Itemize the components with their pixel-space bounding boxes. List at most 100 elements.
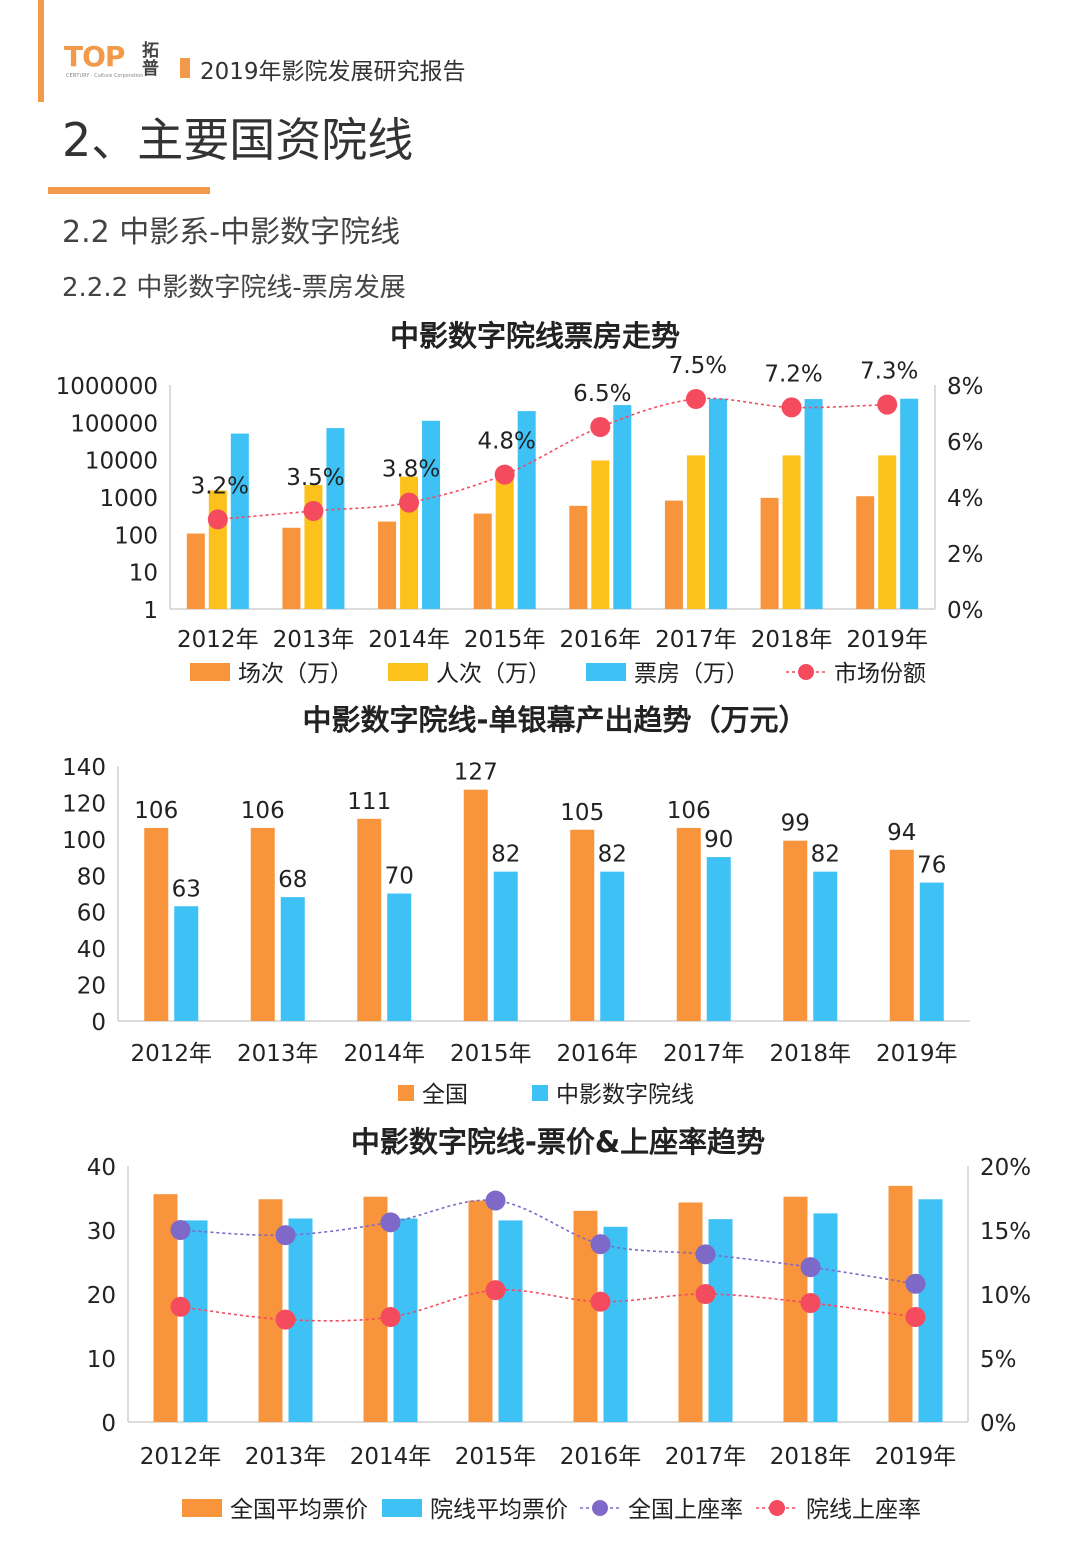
- bar: [517, 411, 536, 609]
- bar-data-label: 76: [917, 853, 946, 879]
- bar: [919, 882, 944, 1021]
- series-line: [217, 397, 888, 521]
- bar-data-label: 106: [134, 798, 178, 824]
- legend-label: 院线平均票价: [430, 1497, 568, 1523]
- y2-tick-label: 10%: [980, 1283, 1031, 1309]
- line-data-label: 3.2%: [191, 473, 249, 499]
- bar: [230, 433, 249, 609]
- x-tick-label: 2014年: [343, 1041, 425, 1067]
- y2-tick-label: 15%: [980, 1219, 1031, 1245]
- x-tick-label: 2016年: [560, 627, 642, 653]
- line-point: [275, 1309, 296, 1330]
- bar: [600, 871, 625, 1021]
- y-tick-label: 100000: [70, 411, 158, 437]
- legend-label: 票房（万）: [634, 661, 749, 687]
- title-underline: [48, 187, 210, 194]
- y-tick-label: 20: [77, 974, 106, 1000]
- bar: [208, 490, 227, 609]
- legend-label: 全国: [422, 1082, 468, 1108]
- bar: [708, 398, 727, 609]
- x-tick-label: 2012年: [130, 1041, 212, 1067]
- legend-label: 场次（万）: [238, 661, 353, 687]
- bar-data-label: 111: [347, 789, 391, 815]
- bar-data-label: 82: [811, 842, 840, 868]
- legend-dot-swatch: [769, 1500, 785, 1516]
- legend-swatch: [182, 1499, 222, 1517]
- header-accent-bar: [38, 0, 44, 102]
- bar: [473, 513, 492, 609]
- subsection-subtitle: 2.2.2 中影数字院线-票房发展: [62, 273, 406, 303]
- bar: [678, 1202, 703, 1422]
- chart-title: 中影数字院线票房走势: [390, 319, 680, 353]
- bar: [174, 906, 199, 1021]
- y-tick-label: 1000000: [56, 374, 158, 400]
- bar: [378, 521, 397, 609]
- x-tick-label: 2017年: [663, 1041, 745, 1067]
- bar-data-label: 82: [598, 842, 627, 868]
- x-tick-label: 2017年: [665, 1444, 747, 1470]
- y2-tick-label: 6%: [947, 430, 984, 456]
- x-tick-label: 2016年: [556, 1041, 638, 1067]
- bar: [613, 405, 632, 609]
- bar: [387, 893, 412, 1021]
- y2-tick-label: 20%: [980, 1155, 1031, 1181]
- report-title: 2019年影院发展研究报告: [200, 59, 466, 85]
- y2-tick-label: 0%: [947, 598, 984, 624]
- bar: [760, 497, 779, 609]
- ticket-price-occupancy-chart: 中影数字院线-票价&上座率趋势 0 10 20 30 40 0% 5% 10% 15% 20% 201…: [87, 1125, 1031, 1523]
- y-tick-label: 40: [77, 937, 106, 963]
- bar: [498, 1220, 523, 1422]
- bar: [603, 1226, 628, 1422]
- bar: [357, 818, 382, 1021]
- y-tick-label: 10000: [85, 449, 158, 475]
- legend-label: 院线上座率: [806, 1497, 921, 1523]
- x-tick-label: 2014年: [368, 627, 450, 653]
- line-point: [485, 1280, 506, 1301]
- x-tick-label: 2015年: [464, 627, 546, 653]
- x-tick-label: 2019年: [875, 1444, 957, 1470]
- x-tick-label: 2018年: [770, 1444, 852, 1470]
- bar: [813, 1213, 838, 1422]
- bar-data-label: 99: [781, 811, 810, 837]
- bar: [422, 420, 441, 609]
- y-tick-label: 40: [87, 1155, 116, 1181]
- line-point: [590, 1234, 611, 1255]
- bar: [183, 1220, 208, 1422]
- x-tick-label: 2019年: [876, 1041, 958, 1067]
- chart-title: 中影数字院线-票价&上座率趋势: [351, 1125, 765, 1159]
- top-logo: TOP 拓普 CENTURY · Culture Corporation: [64, 40, 164, 84]
- page-title: 2、主要国资院线: [62, 113, 414, 167]
- legend-swatch: [382, 1499, 422, 1517]
- bar: [468, 1200, 493, 1422]
- x-tick-label: 2016年: [560, 1444, 642, 1470]
- x-tick-label: 2019年: [846, 627, 928, 653]
- line-point: [380, 1307, 401, 1328]
- bar: [878, 455, 897, 609]
- series-line: [180, 1289, 916, 1322]
- line-point: [905, 1307, 926, 1328]
- bar: [250, 827, 275, 1021]
- legend-swatch: [586, 663, 626, 681]
- bar-data-label: 68: [278, 867, 307, 893]
- series-line: [180, 1199, 916, 1285]
- report-title-marker: [180, 58, 190, 78]
- bar: [686, 455, 705, 609]
- x-tick-label: 2012年: [140, 1444, 222, 1470]
- logo-subtext: CENTURY · Culture Corporation: [66, 73, 144, 79]
- line-point: [800, 1292, 821, 1313]
- y-tick-label: 120: [62, 791, 106, 817]
- y-tick-label: 60: [77, 901, 106, 927]
- legend-swatch: [398, 1085, 414, 1101]
- line-point: [303, 501, 324, 521]
- line-point: [695, 1244, 716, 1265]
- chart-title: 中影数字院线-单银幕产出趋势（万元）: [302, 703, 807, 737]
- y-tick-label: 0: [101, 1411, 116, 1437]
- line-point: [494, 464, 515, 485]
- bar: [186, 533, 205, 609]
- line-data-label: 6.5%: [573, 381, 631, 407]
- line-data-label: 3.8%: [382, 457, 440, 483]
- y-tick-label: 10: [87, 1347, 116, 1373]
- bar: [664, 500, 683, 609]
- line-point: [590, 1291, 611, 1312]
- x-tick-label: 2013年: [245, 1444, 327, 1470]
